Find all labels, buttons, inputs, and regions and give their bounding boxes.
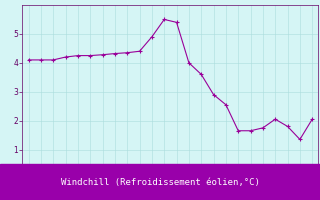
Text: Windchill (Refroidissement éolien,°C): Windchill (Refroidissement éolien,°C) [60, 178, 260, 186]
